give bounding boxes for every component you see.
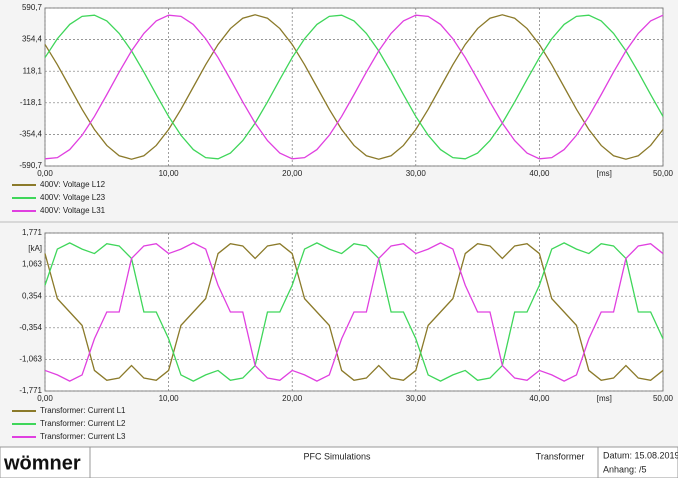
footer-title: PFC Simulations	[303, 451, 371, 461]
series-line	[44, 14, 664, 160]
y-tick-label: 590,7	[22, 3, 43, 12]
legend-label: Transformer: Current L2	[40, 419, 126, 428]
x-tick-label: 50,00	[653, 169, 674, 178]
x-tick-label: 10,00	[159, 394, 180, 403]
series-line	[44, 242, 664, 382]
y-tick-label: -0,354	[19, 323, 42, 332]
footer-bar	[0, 446, 678, 478]
x-tick-label: 0,00	[37, 169, 53, 178]
y-unit: [kA]	[28, 244, 42, 253]
x-tick-label: 40,00	[529, 394, 550, 403]
x-tick-label: 50,00	[653, 394, 674, 403]
y-tick-label: 354,4	[22, 35, 43, 44]
legend-label: 400V: Voltage L23	[40, 193, 106, 202]
x-tick-label: 20,00	[282, 169, 303, 178]
y-tick-label: -354,4	[19, 130, 42, 139]
x-tick-label: 40,00	[529, 169, 550, 178]
x-unit: [ms]	[597, 394, 612, 403]
y-tick-label: -1,771	[19, 386, 42, 395]
x-tick-label: 30,00	[406, 169, 427, 178]
legend-label: Transformer: Current L1	[40, 406, 126, 415]
y-tick-label: 1,771	[22, 228, 43, 237]
x-tick-label: 30,00	[406, 394, 427, 403]
footer-date: Datum: 15.08.2019	[603, 450, 678, 460]
legend-label: 400V: Voltage L31	[40, 206, 106, 215]
y-tick-label: 0,354	[22, 291, 43, 300]
series-line	[44, 14, 664, 160]
x-unit: [ms]	[597, 169, 612, 178]
legend-label: 400V: Voltage L12	[40, 180, 106, 189]
plot-area	[44, 7, 664, 167]
x-tick-label: 20,00	[282, 394, 303, 403]
series-line	[44, 242, 664, 382]
logo: wömner	[3, 452, 81, 474]
y-tick-label: -590,7	[19, 161, 42, 170]
footer-section: Transformer	[536, 451, 585, 461]
y-tick-label: 118,1	[23, 66, 43, 75]
y-tick-label: 1,063	[22, 260, 43, 269]
series-line	[44, 243, 664, 381]
footer-attachment: Anhang: /5	[603, 464, 647, 474]
y-tick-label: -118,1	[20, 98, 43, 107]
legend-label: Transformer: Current L3	[40, 432, 126, 441]
y-tick-label: -1,063	[19, 355, 42, 364]
series-line	[44, 14, 664, 160]
x-tick-label: 0,00	[37, 394, 53, 403]
x-tick-label: 10,00	[159, 169, 180, 178]
